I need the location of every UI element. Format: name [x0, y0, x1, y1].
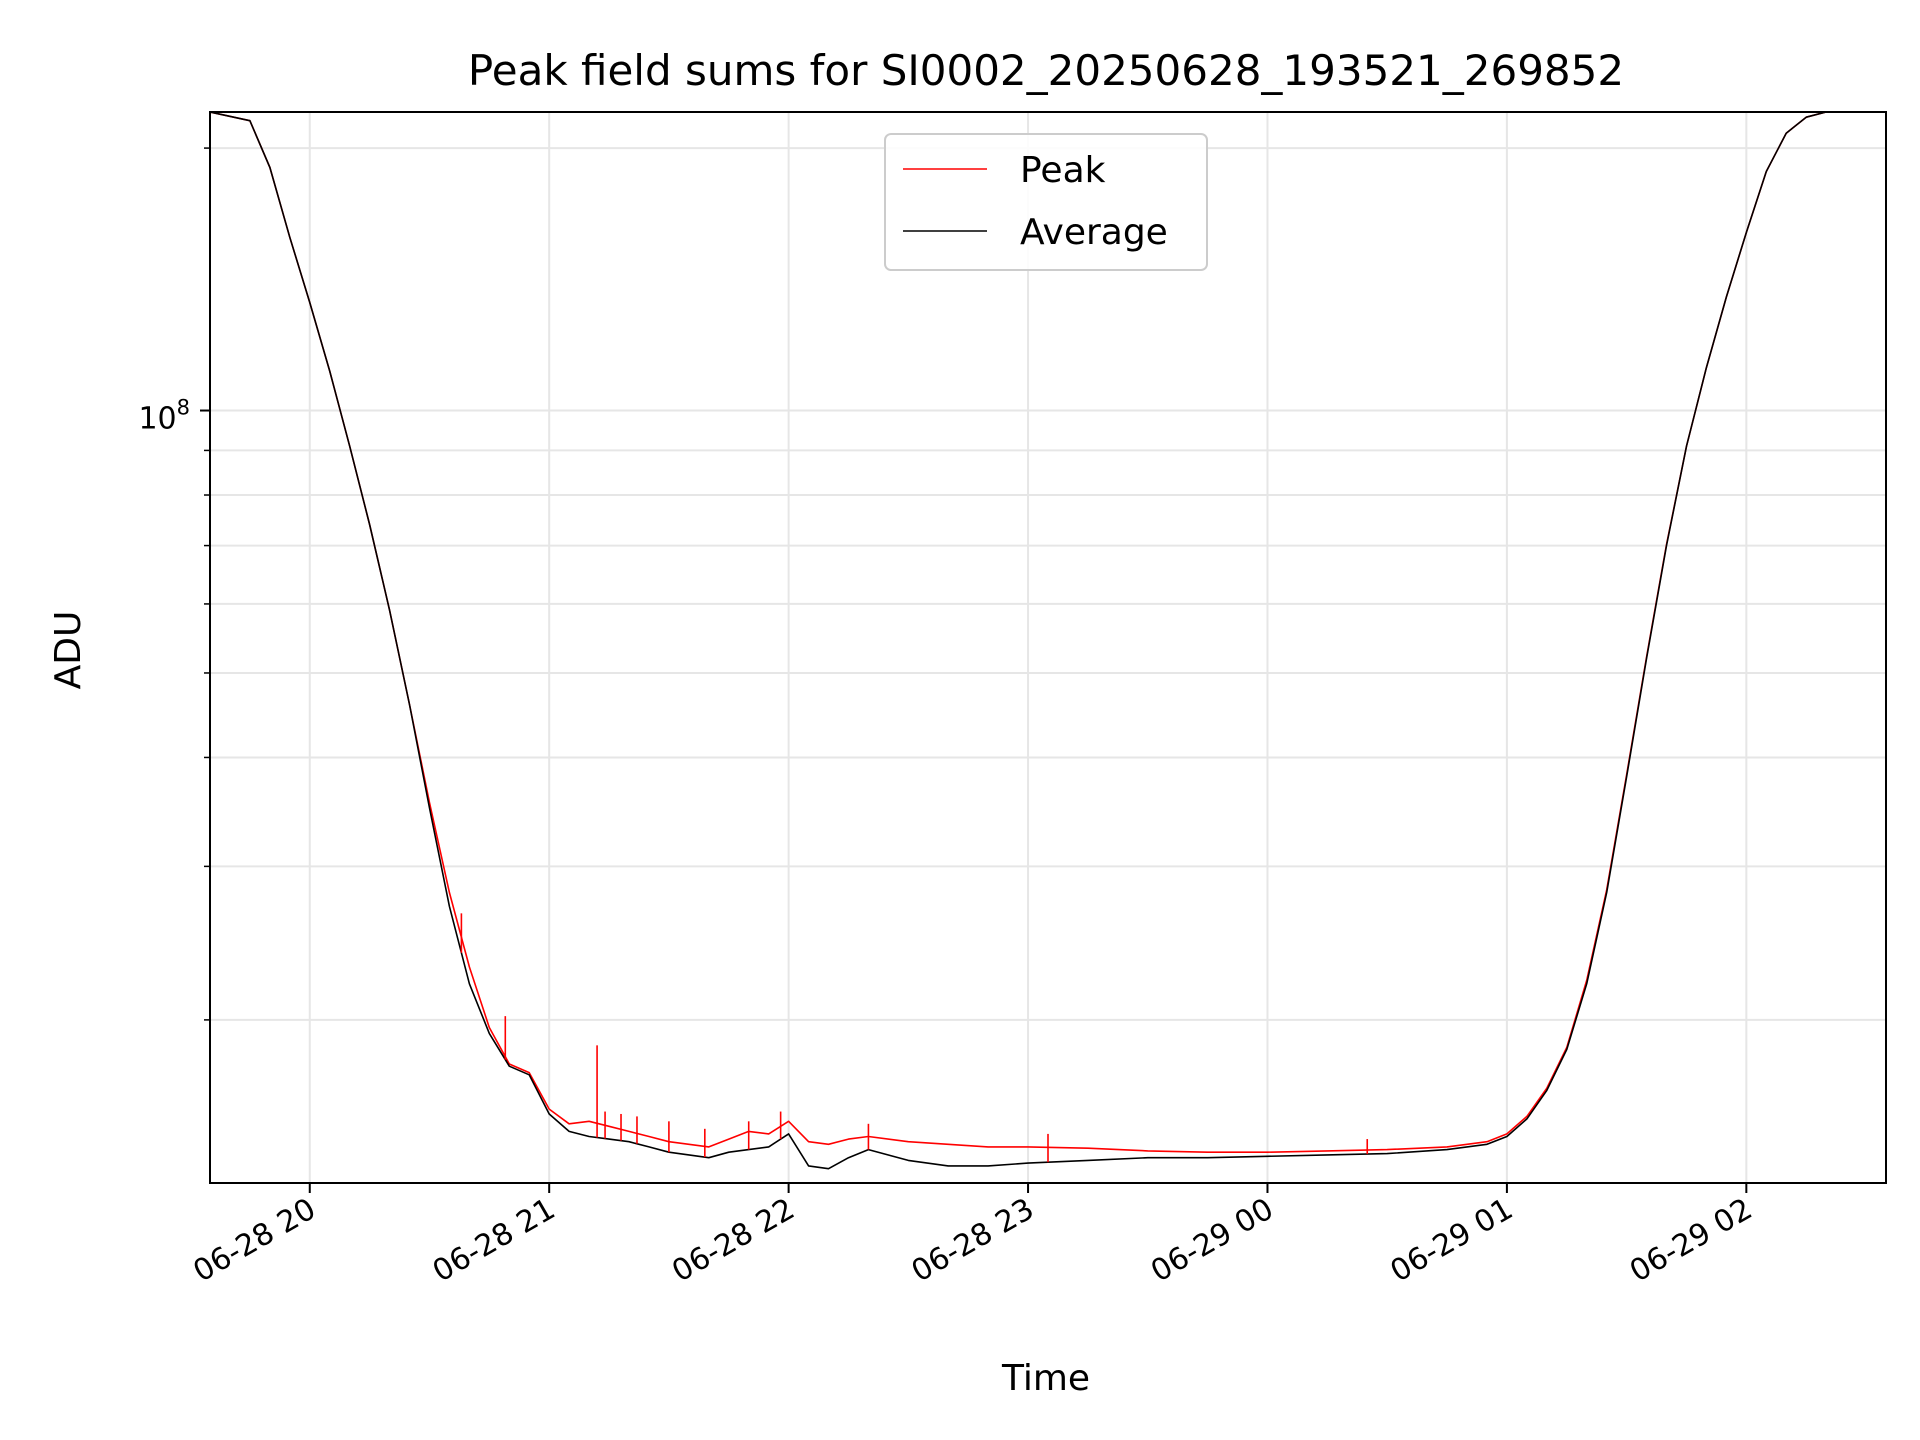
series-line-average [210, 112, 1886, 1170]
chart-title: Peak field sums for SI0002_20250628_1935… [468, 46, 1624, 95]
legend-label-peak: Peak [1020, 150, 1106, 191]
y-axis-ticks: 108 [138, 147, 210, 1021]
y-axis-label: ADU [48, 611, 89, 690]
legend-label-average: Average [1020, 212, 1168, 253]
legend: Peak Average [884, 133, 1208, 271]
grid [210, 112, 1886, 1183]
y-tick-label: 108 [138, 396, 190, 437]
series-layer [210, 112, 1886, 1170]
x-axis-label: Time [1001, 1358, 1090, 1399]
legend-box [884, 133, 1208, 271]
plot-frame [209, 111, 1887, 1184]
